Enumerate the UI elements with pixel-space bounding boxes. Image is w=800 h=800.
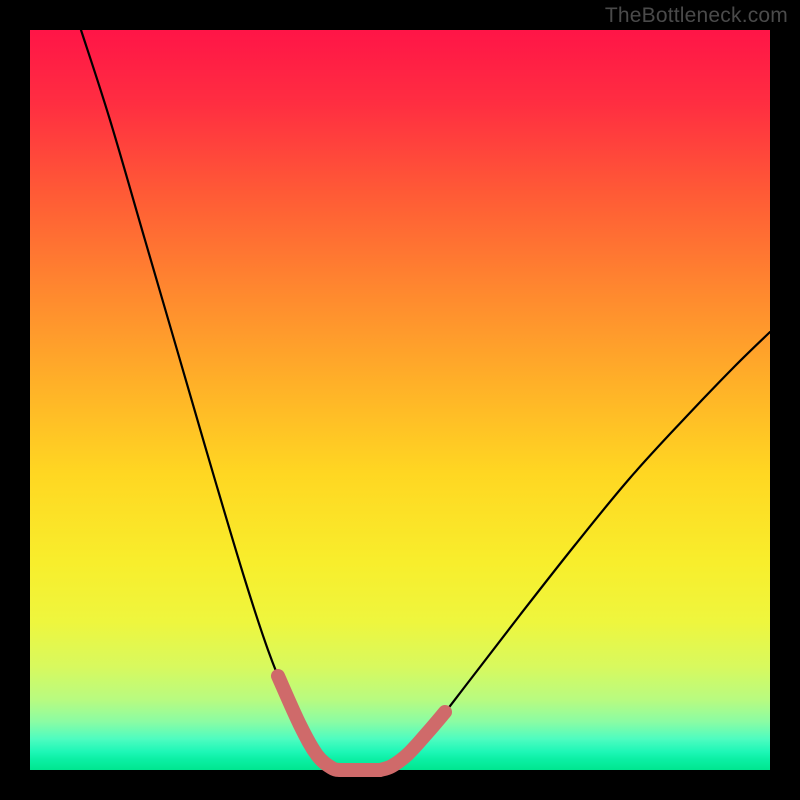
- bottleneck-chart-svg: [0, 0, 800, 800]
- watermark-text: TheBottleneck.com: [605, 4, 788, 28]
- gradient-background: [30, 30, 770, 770]
- chart-canvas: TheBottleneck.com: [0, 0, 800, 800]
